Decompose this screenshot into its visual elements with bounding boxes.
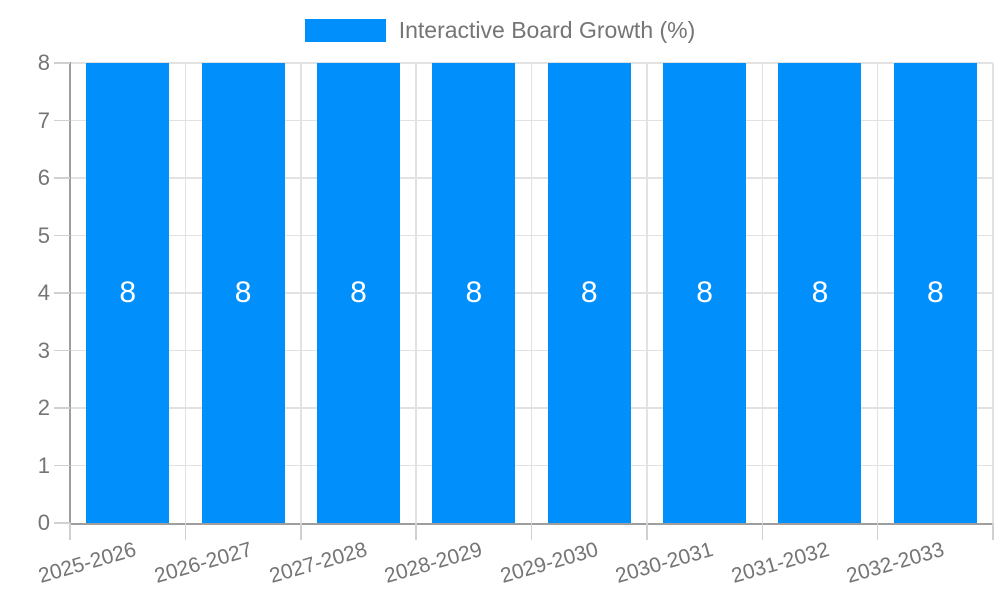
y-axis-tick: [54, 464, 70, 467]
y-axis-line: [69, 62, 71, 525]
bar[interactable]: [778, 63, 862, 523]
x-axis-label: 2031-2032: [728, 538, 832, 588]
gridline-v: [300, 63, 302, 523]
y-axis-tick: [54, 522, 70, 524]
bar[interactable]: [663, 63, 747, 523]
bar-value-label: 8: [696, 276, 713, 309]
x-axis-tick: [415, 523, 417, 540]
bar[interactable]: [201, 63, 285, 523]
y-axis-tick: [54, 62, 70, 64]
y-axis-tick: [54, 119, 70, 122]
x-axis-label: 2032-2033: [843, 538, 947, 588]
bar-value-label: 8: [119, 276, 137, 309]
gridline-v: [876, 63, 879, 523]
x-axis-label: 2026-2027: [151, 538, 255, 588]
x-axis-tick: [646, 523, 648, 540]
x-axis-tick: [184, 523, 187, 540]
bar-value-label: 8: [926, 276, 944, 309]
x-axis-label: 2030-2031: [613, 538, 716, 588]
y-axis-tick: [54, 349, 70, 352]
y-axis-tick: [54, 292, 70, 294]
y-axis-label: 2: [37, 395, 50, 420]
bar[interactable]: [86, 63, 170, 523]
gridline-v: [530, 63, 533, 523]
y-axis-tick: [54, 407, 70, 409]
y-axis-label: 0: [37, 510, 50, 535]
y-axis-tick: [54, 234, 70, 237]
gridline-v: [761, 63, 763, 523]
bar-value-label: 8: [811, 276, 829, 309]
legend-swatch-icon: [304, 18, 386, 42]
bar-value-label: 8: [580, 276, 598, 309]
x-axis-tick: [69, 523, 71, 540]
plot-area: 8 8 8 8 8 8 8 8: [69, 62, 994, 525]
y-axis-label: 3: [37, 337, 50, 363]
bar[interactable]: [316, 63, 400, 523]
y-axis-label: 1: [37, 452, 50, 478]
x-axis-label: 2027-2028: [266, 538, 370, 588]
bar-value-label: 8: [234, 276, 252, 309]
gridline-v: [646, 63, 648, 523]
bar-value-label: 8: [465, 276, 483, 309]
bar[interactable]: [547, 63, 631, 523]
gridline-v: [415, 63, 417, 523]
bar-value-label: 8: [350, 276, 367, 309]
y-axis-label: 5: [37, 222, 50, 248]
y-axis-label: 4: [37, 280, 50, 305]
y-axis-label: 8: [37, 50, 50, 75]
x-axis-tick: [530, 523, 533, 540]
gridline-v: [992, 63, 994, 523]
x-axis-tick: [876, 523, 879, 540]
y-axis-label: 7: [37, 107, 50, 133]
x-axis-label: 2029-2030: [497, 538, 601, 588]
bar[interactable]: [893, 63, 977, 523]
legend-label: Interactive Board Growth (%): [398, 17, 696, 43]
y-axis-tick: [54, 177, 70, 179]
x-axis-label: 2025-2026: [36, 538, 140, 588]
x-axis-label: 2028-2029: [382, 538, 486, 588]
x-axis-tick: [300, 523, 302, 540]
bar[interactable]: [432, 63, 516, 523]
x-axis-tick: [992, 523, 994, 540]
x-axis-tick: [761, 523, 763, 540]
legend-item[interactable]: Interactive Board Growth (%): [0, 17, 1000, 43]
gridline-v: [184, 63, 187, 523]
y-axis-label: 6: [37, 165, 50, 190]
